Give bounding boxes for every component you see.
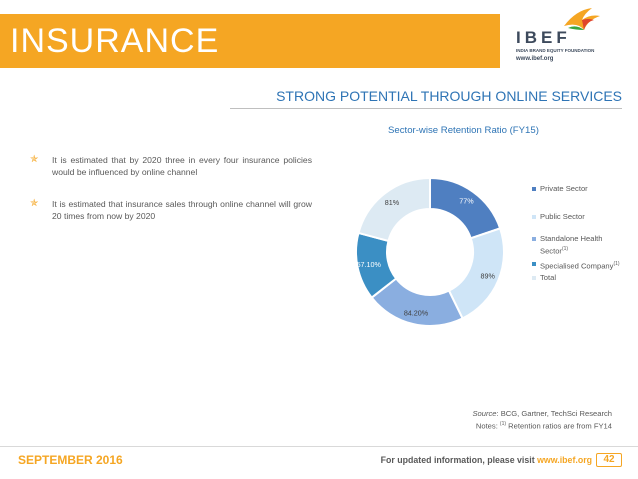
footer-info: For updated information, please visit ww…: [381, 455, 592, 465]
bullet-item: ✯ It is estimated that by 2020 three in …: [30, 154, 312, 178]
ibef-logo[interactable]: IBEF INDIA BRAND EQUITY FOUNDATION www.i…: [506, 6, 634, 70]
notes-text: Retention ratios are from FY14: [506, 421, 612, 431]
notes-sup: (1): [499, 421, 507, 427]
legend-label: Private Sector: [540, 184, 588, 193]
legend-swatch: [532, 237, 536, 241]
divider: [230, 108, 622, 109]
legend-swatch: [532, 261, 536, 266]
legend-swatch: [532, 187, 536, 191]
legend-item-standalone-health: Standalone Health Sector(1): [532, 234, 632, 257]
legend-label: Standalone Health Sector: [540, 234, 603, 256]
legend-label: Public Sector: [540, 212, 585, 221]
footer-date: SEPTEMBER 2016: [18, 453, 123, 467]
slice-label: 84.20%: [404, 308, 429, 317]
page-number: 42: [596, 453, 622, 467]
bullet-list: ✯ It is estimated that by 2020 three in …: [30, 154, 312, 242]
star-bullet-icon: ✯: [30, 198, 39, 209]
logo-url: www.ibef.org: [516, 56, 554, 62]
star-bullet-icon: ✯: [30, 154, 39, 165]
notes-label: Notes:: [475, 421, 500, 431]
page-title: INSURANCE: [10, 22, 220, 60]
slice-label: 81%: [385, 198, 400, 207]
doughnut-slice-public-sector: [447, 227, 505, 320]
doughnut-chart: 77% 89% 84.20% 57.10% 81%: [340, 162, 520, 342]
legend-item-total: Total: [532, 273, 632, 283]
chart-title: Sector-wise Retention Ratio (FY15): [388, 125, 539, 136]
legend-item-private-sector: Private Sector: [532, 184, 632, 194]
doughnut-slice-total: [357, 176, 431, 243]
header: INSURANCE IBEF INDIA BRAND EQUITY FOUNDA…: [0, 0, 638, 72]
source-text: : BCG, Gartner, TechSci Research: [496, 409, 613, 418]
legend-label: Total: [540, 273, 557, 283]
slice-label: 89%: [480, 272, 495, 281]
legend-item-specialised-company: Specialised Company(1): [532, 259, 632, 272]
slice-label: 57.10%: [357, 260, 382, 269]
slice-label: 77%: [459, 197, 474, 206]
bullet-item: ✯ It is estimated that insurance sales t…: [30, 198, 312, 222]
legend-item-public-sector: Public Sector: [532, 212, 632, 222]
section-subtitle: STRONG POTENTIAL THROUGH ONLINE SERVICES: [276, 88, 622, 104]
legend-sup: (1): [561, 246, 569, 252]
legend-swatch: [532, 276, 536, 281]
bullet-text: It is estimated that insurance sales thr…: [52, 199, 312, 221]
legend-swatch: [532, 215, 536, 219]
footer-divider: [0, 446, 638, 447]
legend-label: Specialised Company: [540, 261, 614, 271]
title-bar: INSURANCE: [0, 14, 500, 68]
footer-link[interactable]: www.ibef.org: [537, 455, 592, 465]
bullet-text: It is estimated that by 2020 three in ev…: [52, 155, 312, 177]
source-label: Source: [472, 409, 497, 418]
legend-sup: (1): [613, 260, 620, 267]
doughnut-slice-private-sector: [429, 176, 502, 240]
source-notes: Source: BCG, Gartner, TechSci Research N…: [472, 408, 612, 432]
notes-line: Notes: (1) Retention ratios are from FY1…: [472, 419, 612, 432]
bird-icon: [564, 8, 600, 30]
footer-info-text: For updated information, please visit: [380, 455, 538, 465]
source-line: Source: BCG, Gartner, TechSci Research: [472, 408, 612, 419]
logo-wordmark: IBEF: [516, 28, 571, 47]
chart-legend: Private Sector Public Sector Standalone …: [532, 184, 632, 283]
doughnut-svg: 77% 89% 84.20% 57.10% 81%: [355, 176, 505, 327]
logo-tagline: INDIA BRAND EQUITY FOUNDATION: [516, 48, 595, 53]
